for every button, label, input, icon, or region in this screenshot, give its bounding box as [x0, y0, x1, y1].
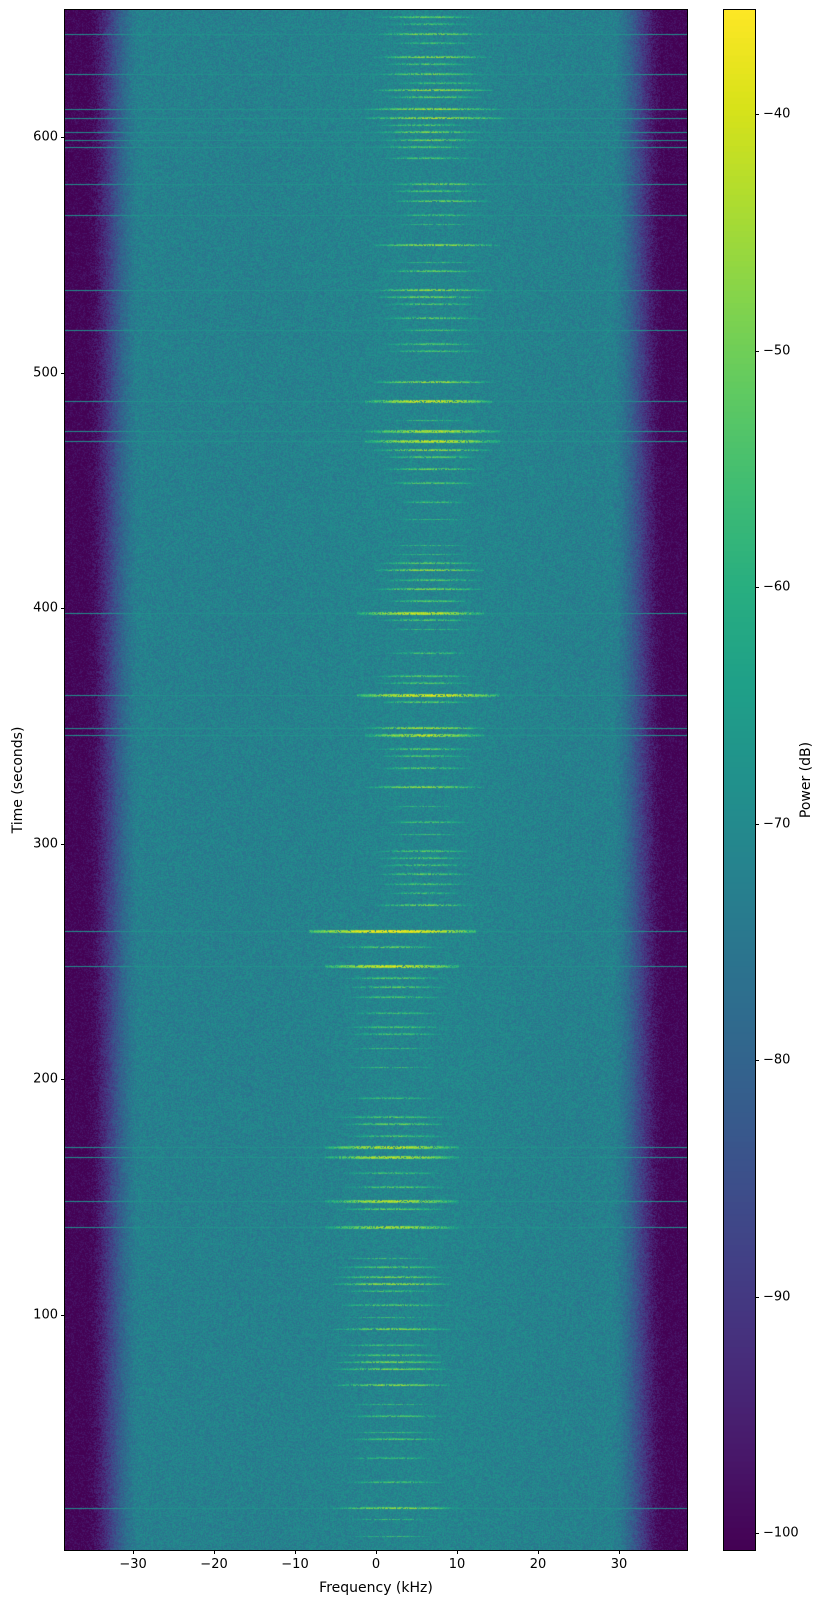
y-tick-label: 200: [33, 1071, 58, 1087]
x-tick-label: 0: [371, 1557, 381, 1572]
x-tick-label: 10: [448, 1557, 466, 1572]
colorbar-tick-mark: [755, 1060, 759, 1062]
y-tick-mark: [61, 372, 65, 374]
colorbar-label: Power (dB): [798, 741, 814, 819]
colorbar-tick-label: −50: [763, 343, 791, 359]
y-axis-label: Time (seconds): [10, 726, 26, 834]
x-tick-mark: [456, 1550, 458, 1554]
colorbar-tick-mark: [755, 1296, 759, 1298]
plot-area: [64, 9, 688, 1551]
x-tick-label: 30: [610, 1557, 628, 1572]
x-tick-label: −10: [281, 1557, 309, 1572]
y-tick-label: 600: [33, 129, 58, 145]
y-tick-label: 500: [33, 365, 58, 381]
colorbar-tick-label: −40: [763, 106, 791, 122]
colorbar-tick-mark: [755, 350, 759, 352]
y-tick-label: 100: [33, 1307, 58, 1323]
x-tick-mark: [376, 1550, 377, 1554]
y-tick-label: 400: [33, 600, 58, 616]
x-tick-mark: [618, 1550, 620, 1554]
y-tick-mark: [61, 843, 65, 845]
colorbar-tick-mark: [755, 114, 759, 116]
colorbar-tick-label: −70: [763, 816, 791, 832]
colorbar-tick-mark: [755, 1533, 759, 1535]
colorbar-tick-label: −90: [763, 1289, 791, 1305]
y-tick-mark: [61, 137, 65, 139]
x-tick-label: 20: [529, 1557, 547, 1572]
spectrogram-heatmap: [65, 10, 687, 1550]
y-tick-mark: [61, 1079, 65, 1081]
x-axis-label: Frequency (kHz): [319, 1580, 433, 1596]
x-tick-label: −20: [200, 1557, 228, 1572]
colorbar-gradient: [724, 10, 755, 1550]
y-tick-mark: [61, 1314, 65, 1316]
colorbar-tick-label: −60: [763, 579, 791, 595]
colorbar-tick-mark: [755, 823, 759, 825]
x-tick-mark: [133, 1550, 135, 1554]
x-tick-mark: [214, 1550, 216, 1554]
x-tick-mark: [295, 1550, 296, 1554]
colorbar-tick-label: −80: [763, 1052, 791, 1068]
x-tick-mark: [537, 1550, 539, 1554]
colorbar-tick-mark: [755, 587, 759, 589]
colorbar: [723, 9, 756, 1551]
y-tick-label: 300: [33, 836, 58, 852]
colorbar-tick-label: −100: [763, 1525, 799, 1541]
x-tick-label: −30: [119, 1557, 147, 1572]
y-tick-mark: [61, 608, 65, 610]
